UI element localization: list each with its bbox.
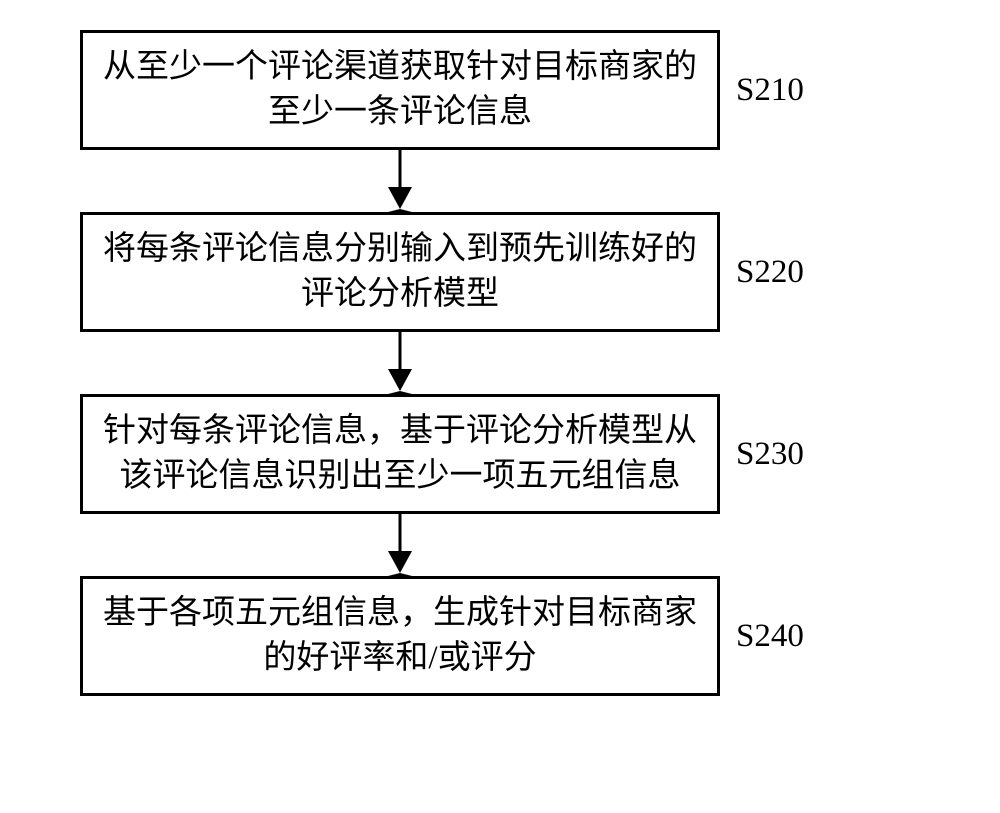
arrow-down-icon (388, 187, 412, 212)
flow-box-text: 评论分析模型 (301, 272, 499, 317)
flow-arrow (80, 514, 720, 576)
flow-arrow (80, 150, 720, 212)
flow-step-label-s240: S240 (736, 618, 804, 655)
flow-box-s230: 针对每条评论信息，基于评论分析模型从该评论信息识别出至少一项五元组信息 (80, 394, 720, 514)
flow-box-text: 至少一条评论信息 (268, 90, 532, 135)
flow-box-text: 将每条评论信息分别输入到预先训练好的 (103, 227, 697, 272)
flow-box-text: 针对每条评论信息，基于评论分析模型从 (103, 409, 697, 454)
flow-step-label-s220: S220 (736, 254, 804, 291)
flow-arrow (80, 332, 720, 394)
flow-step-s220: 将每条评论信息分别输入到预先训练好的评论分析模型 S220 (80, 212, 920, 332)
flow-box-text: 从至少一个评论渠道获取针对目标商家的 (103, 45, 697, 90)
flow-step-s230: 针对每条评论信息，基于评论分析模型从该评论信息识别出至少一项五元组信息 S230 (80, 394, 920, 514)
flow-box-text: 基于各项五元组信息，生成针对目标商家 (103, 591, 697, 636)
arrow-down-icon (388, 551, 412, 576)
arrow-down-icon (388, 369, 412, 394)
flow-box-s210: 从至少一个评论渠道获取针对目标商家的至少一条评论信息 (80, 30, 720, 150)
flow-step-label-s230: S230 (736, 436, 804, 473)
flowchart-container: 从至少一个评论渠道获取针对目标商家的至少一条评论信息 S210 将每条评论信息分别输… (80, 30, 920, 696)
flow-box-s220: 将每条评论信息分别输入到预先训练好的评论分析模型 (80, 212, 720, 332)
flow-step-s240: 基于各项五元组信息，生成针对目标商家的好评率和/或评分 S240 (80, 576, 920, 696)
flow-box-text: 该评论信息识别出至少一项五元组信息 (120, 454, 681, 499)
flow-box-text: 的好评率和/或评分 (263, 636, 536, 681)
flow-step-s210: 从至少一个评论渠道获取针对目标商家的至少一条评论信息 S210 (80, 30, 920, 150)
flow-box-s240: 基于各项五元组信息，生成针对目标商家的好评率和/或评分 (80, 576, 720, 696)
flow-step-label-s210: S210 (736, 72, 804, 109)
